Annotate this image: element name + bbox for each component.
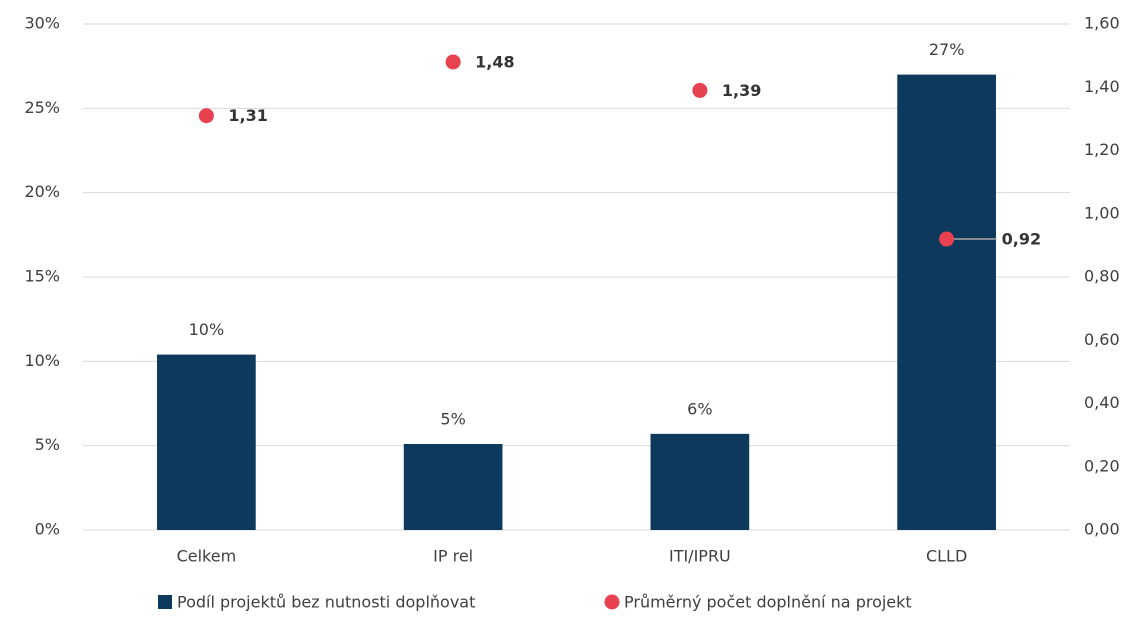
bar — [650, 433, 750, 530]
legend-swatch — [158, 595, 172, 609]
dot-value-label: 0,92 — [1002, 230, 1041, 249]
dot — [939, 231, 955, 247]
dot — [445, 54, 461, 70]
y2-tick-label: 0,60 — [1084, 330, 1120, 349]
y2-tick-label: 1,20 — [1084, 140, 1120, 159]
y-tick-label: 30% — [24, 14, 60, 33]
legend-label: Průměrný počet doplnění na projekt — [624, 593, 912, 612]
bar-value-label: 5% — [440, 409, 465, 428]
bar — [897, 74, 996, 530]
dot-value-label: 1,31 — [228, 106, 267, 125]
bar-value-label: 27% — [929, 40, 965, 59]
x-tick-label: ITI/IPRU — [669, 547, 731, 566]
dot — [692, 82, 708, 98]
y-tick-label: 20% — [24, 182, 60, 201]
y-tick-label: 0% — [35, 520, 60, 539]
bar — [403, 443, 503, 530]
bar — [157, 354, 256, 530]
x-tick-label: CLLD — [926, 547, 967, 566]
y-tick-label: 15% — [24, 267, 60, 286]
legend-label: Podíl projektů bez nutnosti doplňovat — [177, 593, 475, 612]
y-tick-label: 25% — [24, 98, 60, 117]
y2-tick-label: 1,60 — [1084, 14, 1120, 33]
y2-tick-label: 0,40 — [1084, 393, 1120, 412]
y-tick-label: 5% — [35, 435, 60, 454]
dot-value-label: 1,39 — [722, 81, 761, 100]
bar-value-label: 10% — [189, 320, 225, 339]
x-tick-label: IP rel — [433, 547, 473, 566]
dot-value-label: 1,48 — [475, 52, 514, 71]
dot — [198, 108, 214, 124]
y2-tick-label: 1,00 — [1084, 203, 1120, 222]
y-tick-label: 10% — [24, 351, 60, 370]
legend-swatch — [604, 594, 620, 610]
y2-tick-label: 0,20 — [1084, 456, 1120, 475]
y2-tick-label: 0,00 — [1084, 520, 1120, 539]
bar-value-label: 6% — [687, 399, 712, 418]
x-tick-label: Celkem — [177, 547, 237, 566]
y2-tick-label: 1,40 — [1084, 77, 1120, 96]
y2-tick-label: 0,80 — [1084, 267, 1120, 286]
